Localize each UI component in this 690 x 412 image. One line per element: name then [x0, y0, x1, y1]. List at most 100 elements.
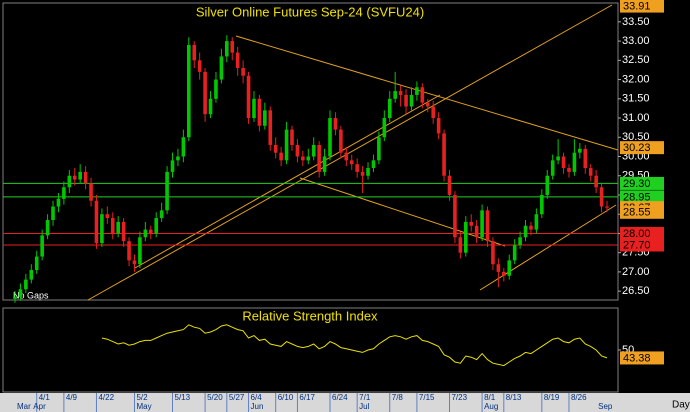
candle-body: [349, 160, 354, 165]
candle-body: [197, 60, 202, 72]
candle-body: [545, 175, 550, 195]
y-tick-label: 32.00: [622, 73, 650, 85]
price-marker: [620, 176, 664, 190]
candle-body: [480, 210, 484, 238]
candle-body: [458, 237, 463, 253]
candle-body: [235, 52, 240, 69]
candle-body: [295, 144, 300, 157]
rsi-title: Relative Strength Index: [242, 308, 378, 323]
candle-body: [474, 225, 479, 238]
price-marker-label: 28.55: [623, 207, 651, 219]
candle-body: [241, 68, 245, 76]
candle-body: [230, 41, 235, 53]
month-label: Apr: [33, 402, 46, 411]
x-tick-label: 6/10: [278, 393, 294, 402]
candle-body: [138, 237, 142, 265]
candle-body: [192, 44, 197, 61]
rsi-line: [101, 324, 608, 367]
candle-body: [40, 235, 44, 257]
candle-body: [165, 171, 169, 211]
candle-body: [208, 98, 213, 115]
candle-body: [219, 56, 224, 80]
candle-body: [518, 237, 522, 245]
candle-body: [257, 98, 262, 126]
candle-body: [143, 229, 148, 238]
candle-body: [181, 137, 186, 157]
candle-body: [322, 156, 327, 172]
y-tick-label: 33.00: [622, 35, 650, 47]
candle-body: [447, 175, 452, 195]
price-marker: [620, 141, 664, 155]
candle-body: [371, 160, 376, 169]
candle-body: [485, 210, 490, 242]
month-label: Mar: [17, 402, 31, 411]
note: No Gaps: [13, 290, 49, 300]
candle-body: [116, 221, 120, 234]
candle-body: [496, 264, 501, 272]
y-tick-label: 30.50: [622, 131, 650, 143]
candle-body: [556, 156, 560, 161]
x-tick-label: 6/24: [332, 393, 348, 402]
x-tick-label: 8/1: [484, 393, 496, 402]
price-marker: [620, 190, 664, 204]
x-tick-label: 7/8: [392, 393, 404, 402]
candle-body: [436, 118, 441, 134]
candle-body: [148, 229, 153, 234]
x-tick-label: 8/26: [571, 393, 587, 402]
candle-body: [311, 144, 316, 157]
candle-body: [409, 94, 414, 107]
candle-body: [56, 198, 61, 207]
candle-body: [420, 87, 425, 103]
candle-body: [83, 171, 88, 184]
candle-body: [176, 156, 180, 161]
candle-body: [355, 164, 359, 172]
x-tick-label: 5/13: [175, 393, 191, 402]
candle-body: [317, 144, 321, 172]
x-tick-label: 6/4: [251, 393, 263, 402]
candle-body: [203, 71, 207, 115]
candle-body: [24, 279, 28, 290]
price-marker-label: 28.95: [623, 191, 651, 203]
candle-body: [67, 175, 72, 188]
price-panel: [2, 2, 619, 301]
x-tick-label: 8/13: [506, 393, 522, 402]
candle-body: [29, 269, 34, 280]
x-tick-label: 8/19: [544, 393, 560, 402]
price-marker-label: 27.70: [623, 239, 651, 251]
candle-body: [360, 171, 365, 176]
candle-body: [534, 214, 539, 230]
month-label: Jul: [359, 402, 369, 411]
candle-body: [442, 133, 446, 176]
candle-body: [377, 137, 381, 161]
x-tick-label: 4/1: [39, 393, 51, 402]
candle-body: [301, 156, 305, 161]
price-marker-label: 29.30: [623, 178, 651, 190]
candle-body: [366, 168, 370, 176]
candle-body: [290, 129, 294, 145]
candle-body: [51, 206, 55, 220]
candle-body: [387, 98, 392, 119]
trend-line: [299, 177, 506, 247]
x-tick-label: 5/27: [229, 393, 245, 402]
month-label: Sep: [598, 402, 613, 411]
candle-body: [425, 102, 430, 107]
x-tick-label: 4/22: [98, 393, 114, 402]
y-tick-label: 27.00: [622, 266, 650, 278]
candle-body: [268, 110, 273, 145]
price-marker: [620, 238, 664, 252]
candle-body: [491, 241, 495, 265]
trend-lines: [87, 4, 619, 301]
candle-body: [512, 244, 517, 261]
candle-body: [62, 187, 66, 199]
x-tick-label: 6/17: [299, 393, 315, 402]
rsi-marker: [620, 351, 664, 365]
price-marker-label: 28.00: [623, 228, 651, 240]
candle-body: [110, 218, 115, 234]
candle-body: [13, 296, 17, 299]
y-tick-label: 26.50: [622, 285, 650, 297]
candle-body: [273, 144, 278, 153]
candle-body: [550, 160, 555, 176]
candle-body: [583, 148, 588, 169]
